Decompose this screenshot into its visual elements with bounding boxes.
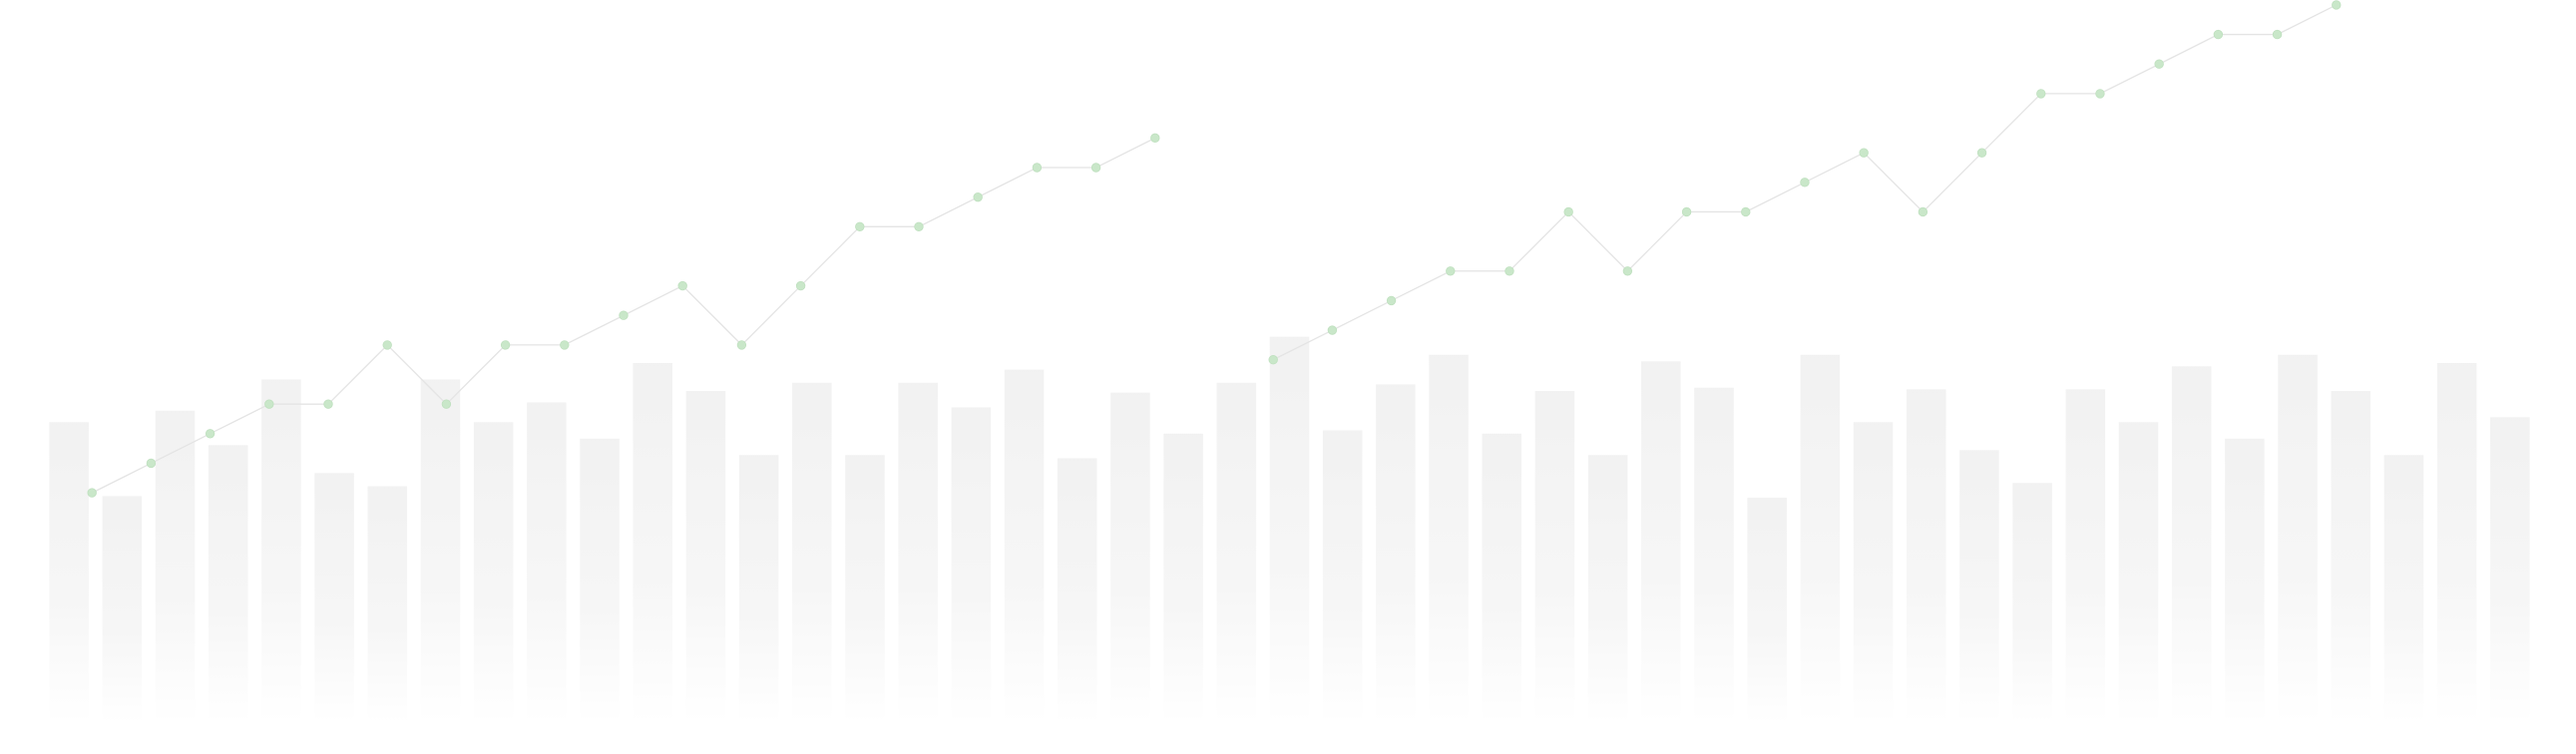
point: [2036, 89, 2046, 99]
bar: [473, 422, 514, 723]
bar: [1641, 361, 1681, 723]
bar: [1376, 384, 1416, 723]
point: [1800, 178, 1810, 188]
point: [2272, 29, 2283, 40]
point: [1386, 295, 1397, 306]
bar: [1959, 450, 1999, 723]
point: [382, 340, 392, 350]
point: [1741, 206, 1751, 217]
bar: [1534, 391, 1575, 723]
bar: [898, 382, 938, 723]
point: [1268, 355, 1278, 365]
bar: [1747, 498, 1787, 723]
point: [205, 429, 215, 439]
bar: [367, 486, 408, 723]
bar: [527, 402, 567, 723]
bar: [1906, 389, 1946, 723]
point: [973, 191, 983, 202]
bar: [155, 410, 196, 723]
point: [1681, 206, 1692, 217]
bar: [2118, 422, 2159, 723]
point: [1090, 163, 1101, 173]
point: [2095, 89, 2105, 99]
point: [914, 221, 924, 231]
point: [1032, 163, 1043, 173]
bar: [420, 379, 461, 723]
bar: [2171, 366, 2212, 723]
bar: [633, 363, 672, 723]
bar: [2436, 363, 2477, 723]
point: [1622, 266, 1633, 276]
point: [2213, 29, 2224, 40]
bar: [1163, 433, 1203, 723]
bar: [49, 422, 89, 723]
point: [677, 280, 687, 291]
point: [1327, 325, 1338, 335]
point: [87, 488, 97, 498]
point: [1563, 206, 1573, 217]
point: [323, 399, 333, 409]
bar: [1429, 354, 1469, 723]
bar: [2225, 438, 2265, 723]
bar: [1216, 382, 1257, 723]
bar: [1853, 422, 1894, 723]
point: [500, 340, 511, 350]
point: [1859, 148, 1869, 158]
point: [264, 399, 274, 409]
bar: [580, 438, 620, 723]
bar: [2490, 417, 2530, 723]
bar: [208, 445, 248, 723]
line-group: [87, 0, 2342, 498]
point: [1918, 206, 1929, 217]
point: [1504, 266, 1514, 276]
bar: [1004, 369, 1045, 723]
bar: [2383, 455, 2424, 723]
point: [441, 399, 452, 409]
bar: [792, 382, 832, 723]
bar: [102, 496, 143, 723]
bar: [1269, 336, 1310, 723]
point: [619, 310, 629, 320]
bar: [314, 473, 354, 723]
point: [1446, 266, 1456, 276]
bar: [1110, 392, 1150, 723]
bar: [2012, 483, 2052, 723]
bar: [1057, 458, 1097, 723]
bar: [1322, 430, 1363, 723]
bar: [951, 407, 992, 723]
point: [795, 280, 806, 291]
bar: [845, 455, 885, 723]
bar: [685, 391, 726, 723]
point: [2332, 0, 2342, 10]
point: [855, 221, 865, 231]
point: [1976, 148, 1987, 158]
bar: [2278, 354, 2318, 723]
bar: [261, 379, 301, 723]
point: [2154, 59, 2164, 69]
bar: [1587, 455, 1628, 723]
bar: [1482, 433, 1521, 723]
bar: [738, 455, 779, 723]
point: [560, 340, 570, 350]
point: [146, 458, 157, 469]
point: [736, 340, 747, 350]
point: [1150, 133, 1160, 144]
bar: [2065, 389, 2106, 723]
bar: [1694, 387, 1734, 723]
bar: [2331, 391, 2370, 723]
bar-group: [49, 336, 2530, 723]
bar: [1800, 354, 1841, 723]
